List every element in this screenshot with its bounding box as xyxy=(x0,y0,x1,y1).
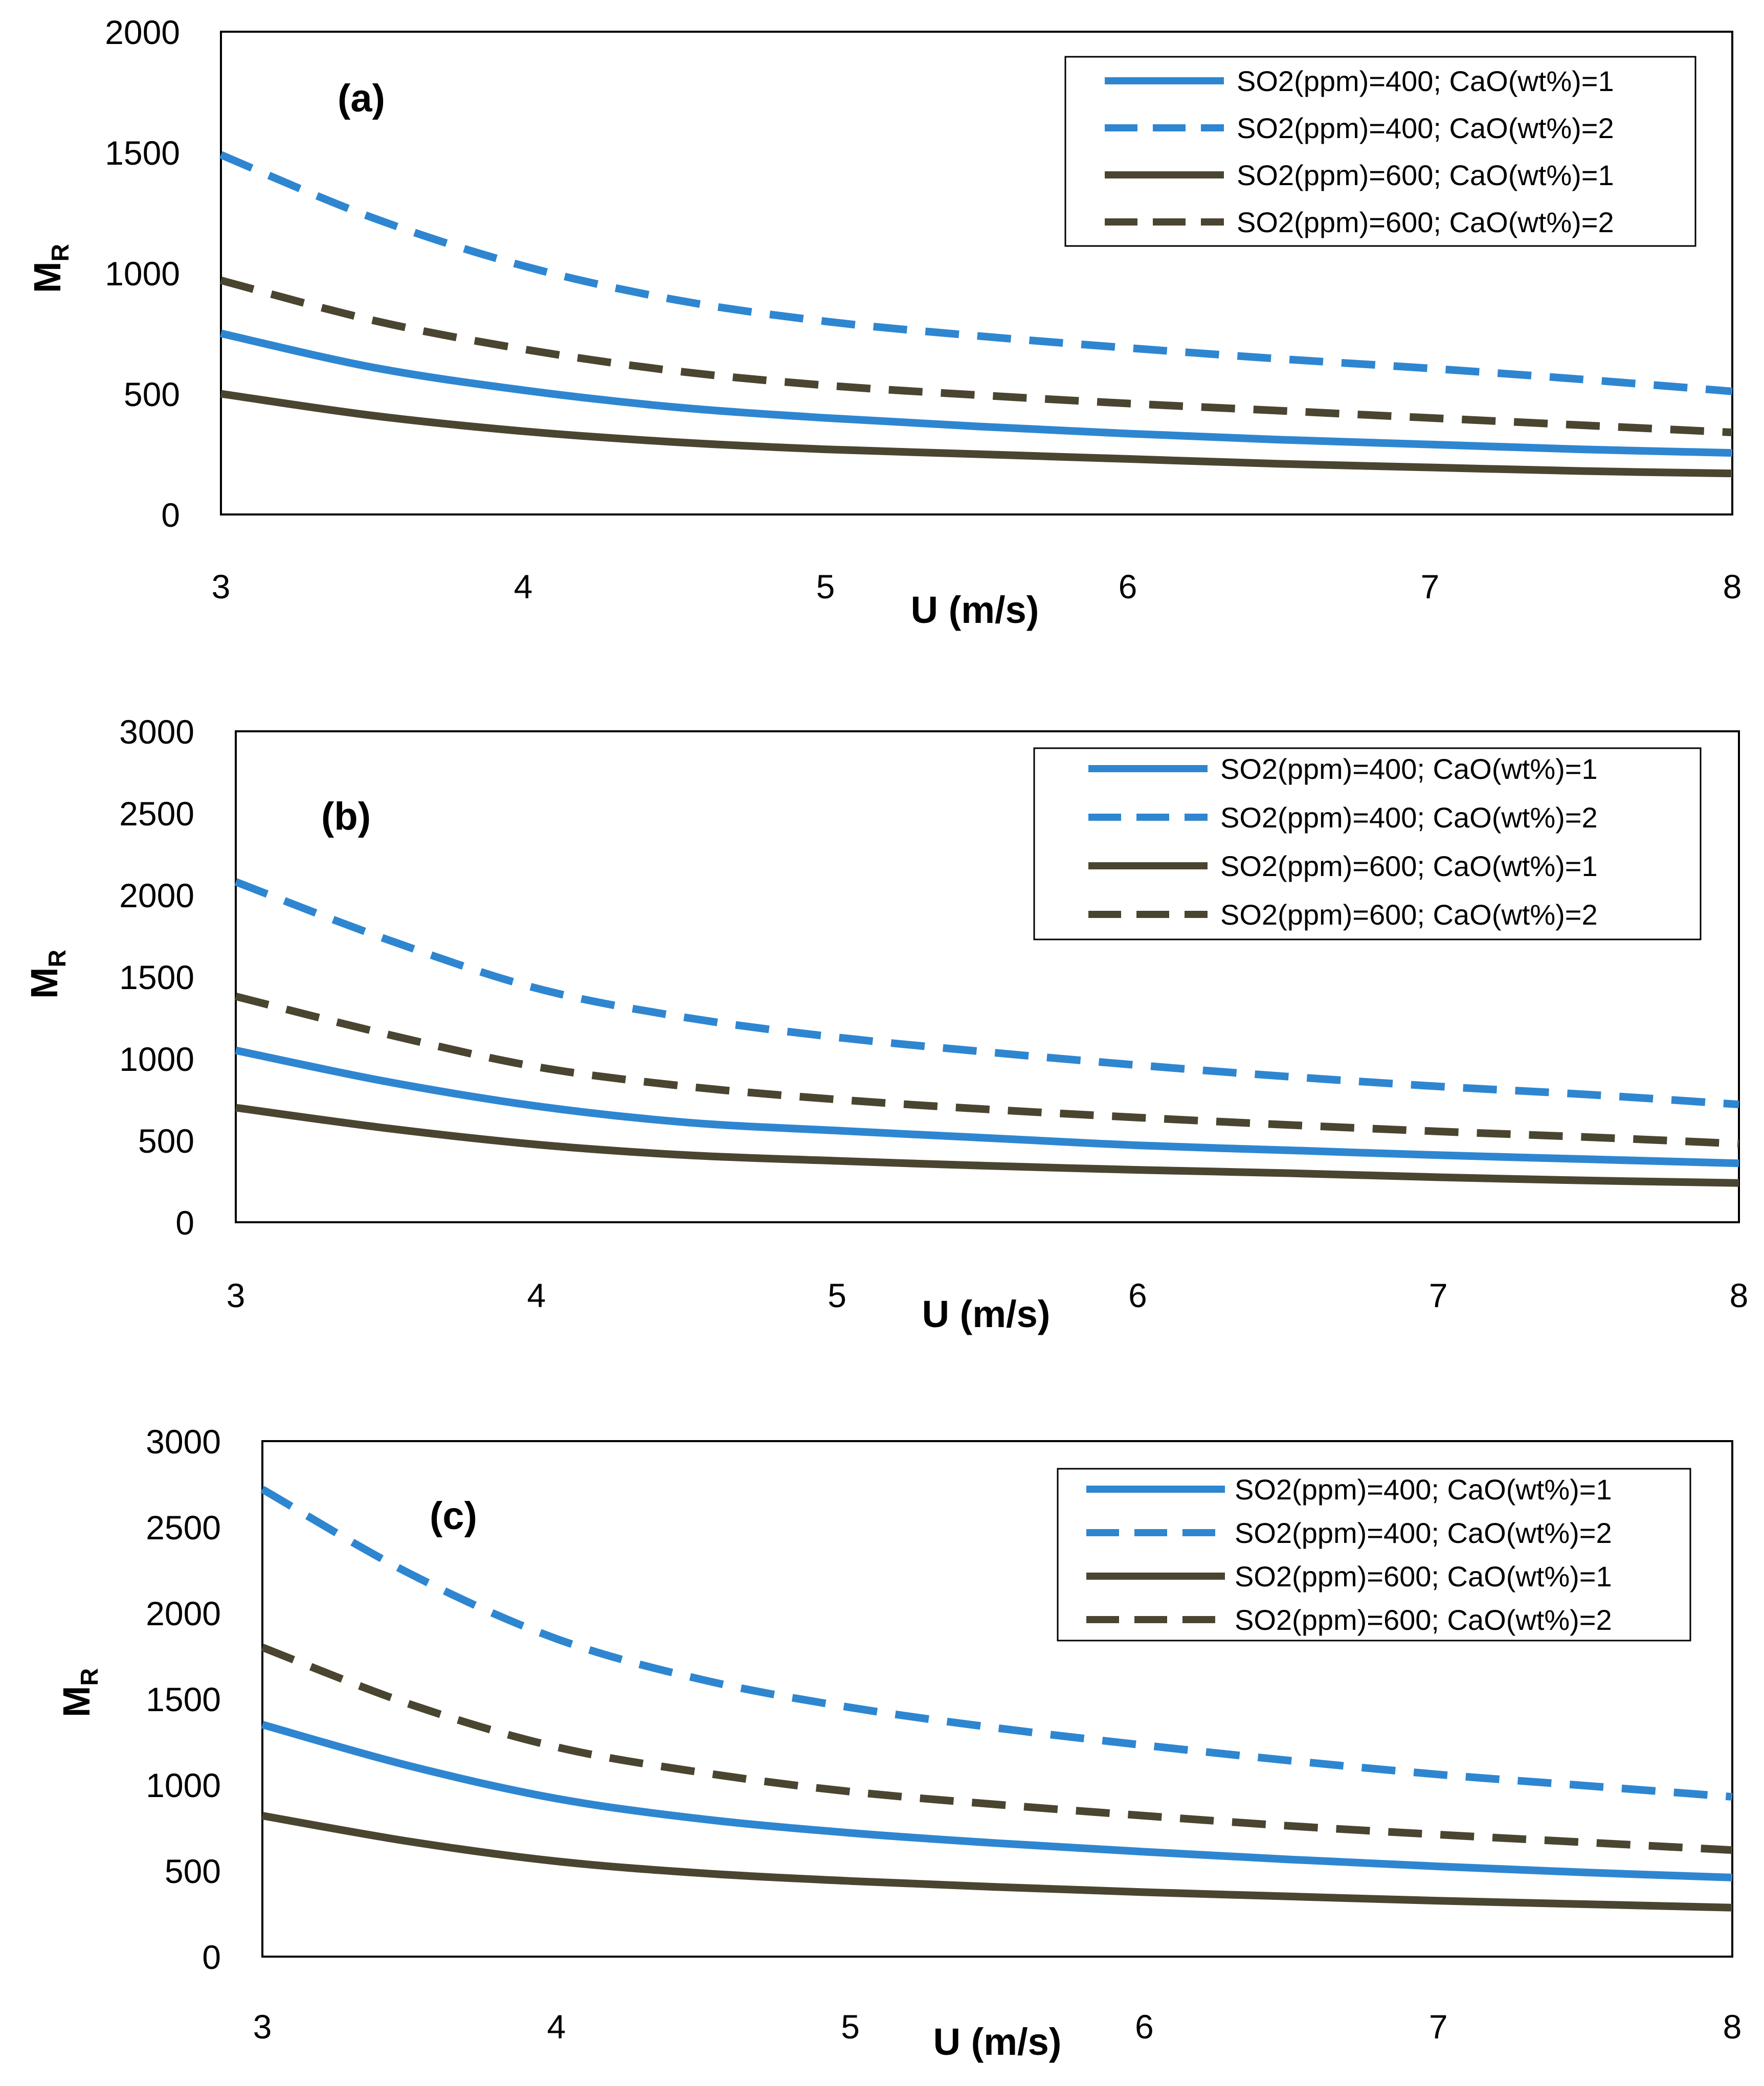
series-line-2 xyxy=(234,878,1739,1109)
chart-panel-a: 0 500 1000 1500 2000 3 4 5 6 7 8 U (m/s)… xyxy=(26,13,1741,631)
x-tick-label: 4 xyxy=(514,568,533,605)
legend-label: SO2(ppm)=600; CaO(wt%)=2 xyxy=(1220,899,1598,931)
legend-label: SO2(ppm)=600; CaO(wt%)=1 xyxy=(1237,159,1614,191)
legend-label: SO2(ppm)=400; CaO(wt%)=2 xyxy=(1220,801,1598,834)
plot-area-frame xyxy=(220,31,1733,515)
y-axis-title-subscript: R xyxy=(47,244,74,262)
legend-label: SO2(ppm)=400; CaO(wt%)=1 xyxy=(1220,753,1598,785)
y-axis-title-main: M xyxy=(26,262,69,294)
x-tick-label: 5 xyxy=(828,1276,846,1314)
series-line-3 xyxy=(235,1104,1739,1187)
y-axis-title-main: M xyxy=(55,1686,98,1718)
y-tick-label: 2000 xyxy=(105,13,180,51)
y-axis-title: MR xyxy=(26,244,74,293)
x-axis-title: U (m/s) xyxy=(911,589,1039,631)
series-line-4 xyxy=(261,1644,1733,1854)
series-line-3 xyxy=(261,1812,1733,1912)
x-axis-title: U (m/s) xyxy=(933,2021,1062,2063)
x-tick-label: 8 xyxy=(1723,568,1742,605)
x-tick-label: 3 xyxy=(212,568,231,605)
legend-box xyxy=(1033,747,1702,940)
x-tick-label: 4 xyxy=(547,2008,566,2046)
legend-label: SO2(ppm)=400; CaO(wt%)=2 xyxy=(1235,1517,1612,1549)
y-tick-labels: 0 500 1000 1500 2000 xyxy=(105,13,180,534)
x-tick-label: 6 xyxy=(1119,568,1137,605)
y-tick-label: 2000 xyxy=(119,877,194,914)
panel-label: (b) xyxy=(321,795,371,838)
x-tick-label: 5 xyxy=(816,568,835,605)
legend: SO2(ppm)=400; CaO(wt%)=1 SO2(ppm)=400; C… xyxy=(1064,56,1696,247)
legend-label: SO2(ppm)=400; CaO(wt%)=2 xyxy=(1237,112,1614,144)
y-tick-label: 500 xyxy=(138,1122,194,1160)
x-tick-label: 8 xyxy=(1730,1276,1749,1314)
legend-label: SO2(ppm)=600; CaO(wt%)=2 xyxy=(1237,206,1614,238)
plot-area-frame xyxy=(261,1440,1733,1958)
x-tick-label: 4 xyxy=(527,1276,546,1314)
legend: SO2(ppm)=400; CaO(wt%)=1 SO2(ppm)=400; C… xyxy=(1057,1468,1691,1642)
legend: SO2(ppm)=400; CaO(wt%)=1 SO2(ppm)=400; C… xyxy=(1033,747,1702,940)
x-tick-label: 3 xyxy=(253,2008,272,2046)
series-line-1 xyxy=(220,329,1733,457)
y-axis-title: MR xyxy=(23,950,71,999)
series-layer xyxy=(219,151,1733,478)
y-axis-title-subscript: R xyxy=(44,950,71,968)
series-line-2 xyxy=(260,1486,1733,1801)
panel-label: (c) xyxy=(430,1494,477,1538)
x-tick-labels: 3 4 5 6 7 8 xyxy=(212,568,1742,605)
x-tick-label: 8 xyxy=(1723,2008,1742,2046)
series-line-2 xyxy=(219,151,1733,395)
series-line-1 xyxy=(235,1046,1739,1168)
series-layer xyxy=(260,1486,1733,1912)
y-tick-label: 3000 xyxy=(146,1423,221,1461)
legend-label: SO2(ppm)=600; CaO(wt%)=1 xyxy=(1235,1560,1612,1592)
x-tick-label: 6 xyxy=(1128,1276,1147,1314)
y-tick-label: 3000 xyxy=(119,713,194,751)
y-tick-label: 1500 xyxy=(146,1680,221,1718)
x-tick-labels: 3 4 5 6 7 8 xyxy=(227,1276,1749,1314)
legend-box xyxy=(1064,56,1696,247)
x-tick-label: 7 xyxy=(1429,2008,1448,2046)
series-line-3 xyxy=(220,390,1733,478)
series-layer xyxy=(234,878,1739,1187)
y-tick-label: 500 xyxy=(165,1852,221,1890)
chart-panel-c: 0 500 1000 1500 2000 2500 3000 3 4 5 6 7… xyxy=(55,1423,1741,2063)
y-axis-title-subscript: R xyxy=(76,1668,103,1686)
y-tick-label: 0 xyxy=(175,1204,194,1242)
panel-label: (a) xyxy=(338,77,385,120)
legend-box xyxy=(1057,1468,1691,1642)
x-tick-labels: 3 4 5 6 7 8 xyxy=(253,2008,1742,2046)
x-axis-title: U (m/s) xyxy=(922,1293,1051,1335)
y-tick-label: 2500 xyxy=(119,795,194,833)
legend-label: SO2(ppm)=600; CaO(wt%)=1 xyxy=(1220,850,1598,882)
x-tick-label: 3 xyxy=(227,1276,245,1314)
y-axis-title: MR xyxy=(55,1668,103,1717)
y-tick-label: 2500 xyxy=(146,1509,221,1546)
y-tick-label: 1000 xyxy=(105,255,180,293)
y-tick-label: 1000 xyxy=(146,1766,221,1804)
x-tick-label: 7 xyxy=(1429,1276,1448,1314)
plot-area-frame xyxy=(235,730,1740,1223)
y-tick-label: 500 xyxy=(124,375,180,413)
y-tick-label: 1500 xyxy=(119,958,194,996)
y-tick-labels: 0 500 1000 1500 2000 2500 3000 xyxy=(146,1423,221,1976)
y-tick-label: 0 xyxy=(202,1938,221,1976)
y-tick-label: 1000 xyxy=(119,1040,194,1078)
legend-label: SO2(ppm)=600; CaO(wt%)=2 xyxy=(1235,1604,1612,1636)
series-line-4 xyxy=(220,276,1733,436)
y-tick-label: 2000 xyxy=(146,1595,221,1632)
series-line-4 xyxy=(235,993,1739,1148)
y-tick-label: 0 xyxy=(161,496,180,534)
legend-label: SO2(ppm)=400; CaO(wt%)=1 xyxy=(1235,1473,1612,1506)
legend-label: SO2(ppm)=400; CaO(wt%)=1 xyxy=(1237,65,1614,97)
chart-panel-b: 0 500 1000 1500 2000 2500 3000 3 4 5 6 7… xyxy=(23,713,1748,1335)
x-tick-label: 7 xyxy=(1421,568,1440,605)
series-line-1 xyxy=(261,1721,1733,1881)
y-axis-title-main: M xyxy=(23,968,65,999)
x-tick-label: 6 xyxy=(1135,2008,1154,2046)
y-tick-label: 1500 xyxy=(105,134,180,172)
x-tick-label: 5 xyxy=(841,2008,860,2046)
y-tick-labels: 0 500 1000 1500 2000 2500 3000 xyxy=(119,713,194,1242)
